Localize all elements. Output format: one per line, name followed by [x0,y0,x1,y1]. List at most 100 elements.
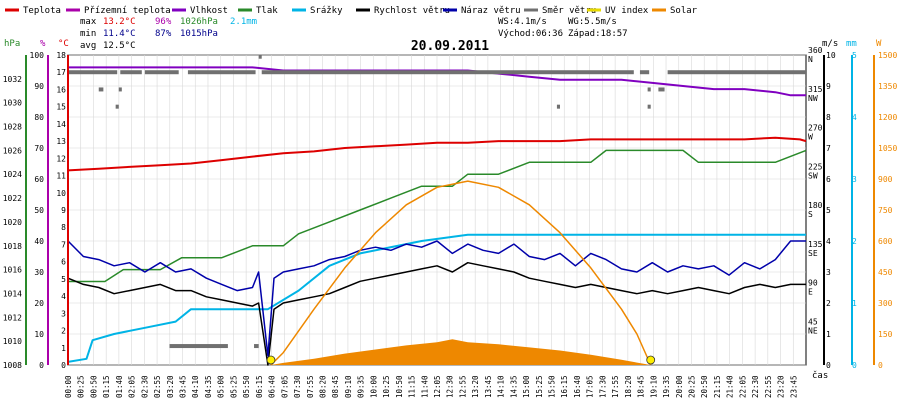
sunrise-time: Východ:06:36 [498,29,563,39]
x-tick-label: 18:45 [637,375,646,398]
axis-tick-hpa: 1014 [3,289,22,298]
direction-tick-dir: NE [808,326,818,335]
wind-direction-mark [647,87,651,92]
x-tick-label: 03:20 [166,375,175,398]
x-tick-label: 21:40 [726,375,735,398]
axis-tick-w: 750 [878,206,893,215]
wind-direction-mark [120,70,142,75]
axis-tick-ms: 7 [826,144,831,153]
x-tick-label: 08:20 [318,375,327,398]
axis-tick-ms: 3 [826,268,831,277]
axis-tick-hpa: 1028 [3,123,22,132]
wind-gust-stat: WG:5.5m/s [568,17,617,27]
axis-tick-percent: 50 [34,206,44,215]
axis-tick-mm: 1 [852,299,857,308]
x-tick-label: 15:00 [522,375,531,398]
x-tick-label: 08:45 [331,375,340,398]
axis-tick-ms: 0 [826,361,831,370]
wind-direction-mark [169,344,228,349]
axis-tick-w: 300 [878,299,893,308]
x-tick-label: 12:55 [458,375,467,398]
x-tick-label: 16:40 [573,375,582,398]
axis-tick-ms: 10 [826,51,836,60]
legend-label-smer-vetru: Směr větru [542,6,596,16]
x-tick-label: 16:15 [560,375,569,398]
x-tick-label: 07:55 [306,375,315,398]
x-tick-label: 01:15 [102,375,111,398]
axis-tick-celsius: 1 [61,344,66,353]
wind-direction-mark [647,104,651,109]
wind-direction-mark [254,344,259,349]
x-tick-label: 18:20 [624,375,633,398]
x-tick-label: 22:55 [764,375,773,398]
solar-area [270,339,651,365]
series-naraz-vetru [67,240,806,357]
x-tick-label: 07:05 [280,375,289,398]
series-rychlost-vetru [67,261,806,366]
x-tick-label: 17:55 [611,375,620,398]
x-tick-label: 03:45 [179,375,188,398]
axis-tick-ms: 9 [826,82,831,91]
stat-max-press: 1026hPa [180,17,218,27]
axis-tick-celsius: 8 [61,223,66,232]
axis-tick-mm: 2 [852,237,857,246]
x-tick-label: 14:10 [497,375,506,398]
x-tick-label: 15:50 [548,375,557,398]
stat-max-label: max [80,17,97,27]
axis-tick-hpa: 1020 [3,218,22,227]
direction-tick-dir: E [808,288,813,297]
axis-tick-celsius: 3 [61,309,66,318]
axis-tick-w: 450 [878,268,893,277]
axis-tick-celsius: 0 [61,361,66,370]
x-tick-label: 02:05 [128,375,137,398]
x-tick-label: 17:30 [598,375,607,398]
legend-label-srazky: Srážky [310,6,343,16]
stat-min-temp: 11.4°C [103,29,136,39]
stat-avg-temp: 12.5°C [103,41,136,51]
axis-unit-w: W [876,39,882,49]
axis-tick-celsius: 14 [56,120,66,129]
legend-label-tlak: Tlak [256,6,278,16]
axis-tick-ms: 4 [826,237,831,246]
axis-tick-celsius: 18 [56,51,66,60]
wind-direction-mark [261,70,634,75]
x-tick-label: 00:00 [64,375,73,398]
axis-tick-w: 1200 [878,113,897,122]
axis-tick-hpa: 1022 [3,194,22,203]
stat-min-press: 1015hPa [180,29,218,39]
axis-unit-percent: % [40,39,46,49]
axis-tick-w: 900 [878,175,893,184]
stat-max-hum: 96% [155,17,172,27]
axis-tick-percent: 20 [34,299,44,308]
direction-tick-value: 135 [808,240,823,249]
legend-label-teplota: Teplota [23,6,61,16]
x-tick-label: 01:40 [115,375,124,398]
x-tick-label: 10:00 [369,375,378,398]
x-tick-label: 05:25 [229,375,238,398]
x-tick-label: 20:50 [700,375,709,398]
wind-direction-mark [667,70,806,75]
axis-tick-celsius: 16 [56,85,66,94]
x-tick-label: 05:50 [242,375,251,398]
wind-direction-mark [115,104,119,109]
x-axis-label: čas [812,370,828,381]
axis-tick-ms: 2 [826,299,831,308]
axis-tick-ms: 8 [826,113,831,122]
axis-tick-hpa: 1010 [3,337,22,346]
x-tick-label: 02:30 [140,375,149,398]
series-srazky [67,233,806,363]
axis-tick-percent: 10 [34,330,44,339]
x-tick-label: 23:20 [777,375,786,398]
axis-tick-celsius: 12 [56,154,66,163]
stat-min-label: min [80,29,96,39]
axis-tick-celsius: 11 [56,172,66,181]
x-tick-label: 05:00 [217,375,226,398]
direction-tick-value: 225 [808,162,823,171]
axis-tick-w: 600 [878,237,893,246]
x-tick-label: 04:10 [191,375,200,398]
x-tick-label: 14:35 [509,375,518,398]
axis-tick-celsius: 9 [61,206,66,215]
axis-tick-celsius: 7 [61,240,66,249]
x-tick-label: 13:20 [471,375,480,398]
